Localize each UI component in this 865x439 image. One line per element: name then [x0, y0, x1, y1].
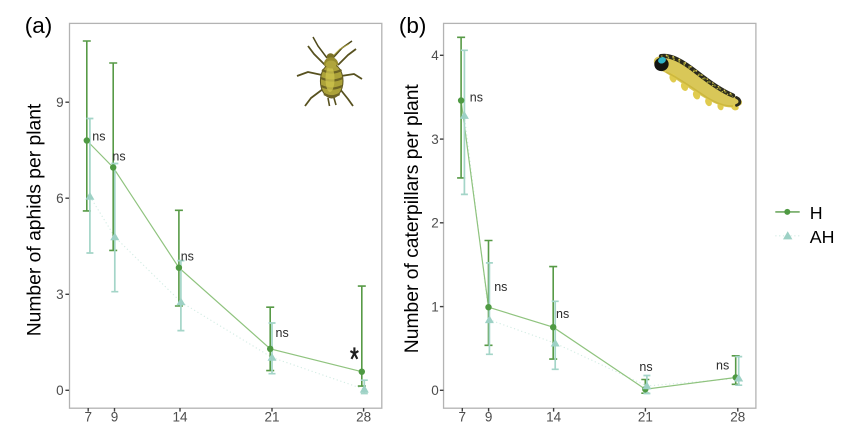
svg-text:28: 28 — [356, 410, 371, 425]
svg-text:AH: AH — [810, 227, 835, 247]
svg-text:7: 7 — [459, 410, 467, 425]
svg-text:0: 0 — [431, 383, 439, 398]
svg-text:0: 0 — [56, 383, 64, 398]
svg-text:H: H — [810, 203, 823, 223]
svg-text:14: 14 — [546, 410, 562, 425]
svg-text:(b): (b) — [399, 13, 427, 38]
svg-text:ns: ns — [716, 358, 729, 372]
svg-text:ns: ns — [276, 326, 289, 340]
svg-text:1: 1 — [431, 299, 439, 314]
svg-text:Number of caterpillars per pla: Number of caterpillars per plant — [402, 84, 423, 354]
svg-text:4: 4 — [431, 48, 439, 63]
svg-text:3: 3 — [56, 287, 64, 302]
svg-text:14: 14 — [172, 410, 188, 425]
svg-text:9: 9 — [111, 410, 119, 425]
svg-text:Number of aphids per plant: Number of aphids per plant — [25, 103, 46, 336]
svg-text:6: 6 — [56, 191, 64, 206]
svg-text:21: 21 — [638, 410, 653, 425]
svg-text:9: 9 — [56, 95, 64, 110]
svg-text:2: 2 — [431, 216, 439, 231]
svg-text:(a): (a) — [25, 13, 53, 38]
svg-text:7: 7 — [84, 410, 92, 425]
svg-text:ns: ns — [494, 280, 507, 294]
svg-text:ns: ns — [470, 91, 483, 105]
svg-text:3: 3 — [431, 132, 439, 147]
svg-text:28: 28 — [730, 410, 745, 425]
svg-text:21: 21 — [264, 410, 279, 425]
svg-text:9: 9 — [485, 410, 493, 425]
svg-text:ns: ns — [92, 130, 105, 144]
svg-text:ns: ns — [556, 307, 569, 321]
svg-text:ns: ns — [181, 250, 194, 264]
svg-text:ns: ns — [112, 149, 125, 163]
svg-text:ns: ns — [639, 360, 652, 374]
